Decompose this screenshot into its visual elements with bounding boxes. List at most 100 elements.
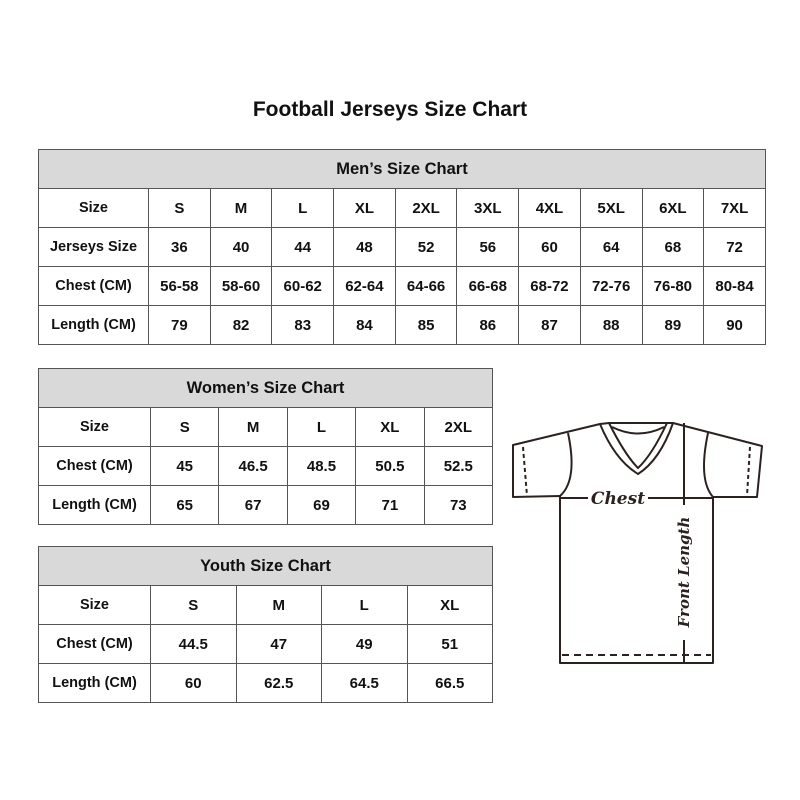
table-cell: 66-68	[456, 266, 520, 306]
table-cell: 60-62	[271, 266, 335, 306]
table-cell: S	[149, 407, 220, 447]
row-label: Chest (CM)	[38, 446, 151, 486]
table-cell: L	[286, 407, 357, 447]
table-cell: 44.5	[150, 624, 237, 664]
table-cell: 88	[579, 305, 643, 345]
collar-inner	[608, 422, 668, 469]
table-cell: 73	[423, 485, 494, 525]
table-cell: M	[218, 407, 288, 447]
table-row: Chest (CM) 45 46.5 48.5 50.5 52.5	[38, 446, 494, 486]
table-cell: 80-84	[703, 266, 766, 306]
table-heading: Youth Size Chart	[38, 546, 493, 586]
table-cell: 76-80	[641, 266, 705, 306]
page-title: Football Jerseys Size Chart	[252, 98, 528, 121]
table-cell: 3XL	[456, 188, 520, 228]
table-cell: 67	[218, 485, 288, 525]
table-cell: S	[150, 585, 237, 625]
table-cell: 56-58	[148, 266, 211, 306]
table-cell: 50.5	[355, 446, 425, 486]
collar-outer	[599, 422, 674, 475]
table-cell: 48.5	[286, 446, 357, 486]
table-heading: Women’s Size Chart	[37, 368, 494, 408]
table-cell: 56	[456, 227, 520, 267]
table-cell: XL	[355, 407, 425, 447]
table-cell: 69	[286, 485, 357, 525]
table-cell: 2XL	[394, 188, 458, 228]
table-cell: 40	[209, 227, 273, 267]
row-label: Jerseys Size	[38, 227, 149, 267]
table-cell: 72	[703, 227, 766, 267]
table-row: Length (CM) 60 62.5 64.5 66.5	[38, 663, 493, 703]
table-cell: 64-66	[394, 266, 458, 306]
chest-label: Chest	[591, 489, 645, 509]
table-cell: 60	[150, 663, 237, 703]
table-heading: Men’s Size Chart	[38, 149, 766, 189]
table-cell: 64	[579, 227, 643, 267]
table-cell: 86	[456, 305, 520, 345]
table-cell: XL	[333, 188, 396, 228]
table-row: Size S M L XL 2XL 3XL 4XL 5XL 6XL 7XL	[38, 188, 766, 228]
table-cell: 60	[518, 227, 581, 267]
row-label: Length (CM)	[38, 485, 151, 525]
row-label: Size	[38, 585, 151, 625]
table-cell: L	[321, 585, 408, 625]
table-cell: 36	[148, 227, 211, 267]
row-label: Size	[38, 188, 149, 228]
table-cell: 82	[209, 305, 273, 345]
table-row: Length (CM) 65 67 69 71 73	[38, 485, 494, 525]
table-cell: 89	[641, 305, 705, 345]
table-cell: 62-64	[333, 266, 396, 306]
table-cell: 44	[271, 227, 335, 267]
table-cell: 84	[333, 305, 396, 345]
womens-size-table: Women’s Size Chart Size S M L XL 2XL Chest (CM)…	[37, 368, 494, 525]
table-cell: M	[235, 585, 322, 625]
mens-size-table: Men’s Size Chart Size S M L XL 2XL 3XL 4XL 5XL 6XL…	[38, 149, 766, 345]
jersey-outline	[512, 422, 763, 664]
table-cell: 83	[271, 305, 335, 345]
table-row: Chest (CM) 56-58 58-60 60-62 62-64 64-66 66-68…	[38, 266, 766, 306]
right-sleeve-seam	[703, 432, 714, 498]
table-cell: 58-60	[209, 266, 273, 306]
table-row: Chest (CM) 44.5 47 49 51	[38, 624, 493, 664]
table-cell: 79	[148, 305, 211, 345]
table-cell: M	[209, 188, 273, 228]
table-cell: 62.5	[235, 663, 322, 703]
table-cell: 68-72	[518, 266, 581, 306]
table-cell: 71	[355, 485, 425, 525]
row-label: Chest (CM)	[38, 624, 151, 664]
table-cell: 87	[518, 305, 581, 345]
table-cell: L	[271, 188, 335, 228]
table-cell: S	[148, 188, 211, 228]
table-cell: 65	[149, 485, 220, 525]
row-label: Chest (CM)	[38, 266, 149, 306]
table-cell: 2XL	[423, 407, 494, 447]
table-cell: 90	[703, 305, 766, 345]
table-cell: 47	[235, 624, 322, 664]
youth-size-table: Youth Size Chart Size S M L XL Chest (CM) 44.5 4…	[38, 546, 493, 703]
table-cell: 49	[321, 624, 408, 664]
table-cell: 66.5	[406, 663, 493, 703]
table-cell: 7XL	[703, 188, 766, 228]
table-cell: 5XL	[579, 188, 643, 228]
table-cell: 46.5	[218, 446, 288, 486]
jersey-measurement-diagram: Chest Front Length	[512, 422, 763, 664]
table-cell: 64.5	[321, 663, 408, 703]
left-sleeve-seam	[559, 432, 573, 497]
table-cell: 45	[149, 446, 220, 486]
table-row: Length (CM) 79 82 83 84 85 86 87 88 89 90	[38, 305, 766, 345]
table-cell: 52	[394, 227, 458, 267]
table-cell: 4XL	[518, 188, 581, 228]
table-row: Jerseys Size 36 40 44 48 52 56 60 64 68 72	[38, 227, 766, 267]
row-label: Size	[38, 407, 151, 447]
row-label: Length (CM)	[38, 305, 149, 345]
table-cell: XL	[406, 585, 493, 625]
table-row: Size S M L XL	[38, 585, 493, 625]
table-cell: 68	[641, 227, 705, 267]
row-label: Length (CM)	[38, 663, 151, 703]
table-cell: 72-76	[579, 266, 643, 306]
table-cell: 6XL	[641, 188, 705, 228]
table-row: Size S M L XL 2XL	[38, 407, 494, 447]
table-cell: 51	[406, 624, 493, 664]
table-cell: 48	[333, 227, 396, 267]
table-cell: 85	[394, 305, 458, 345]
